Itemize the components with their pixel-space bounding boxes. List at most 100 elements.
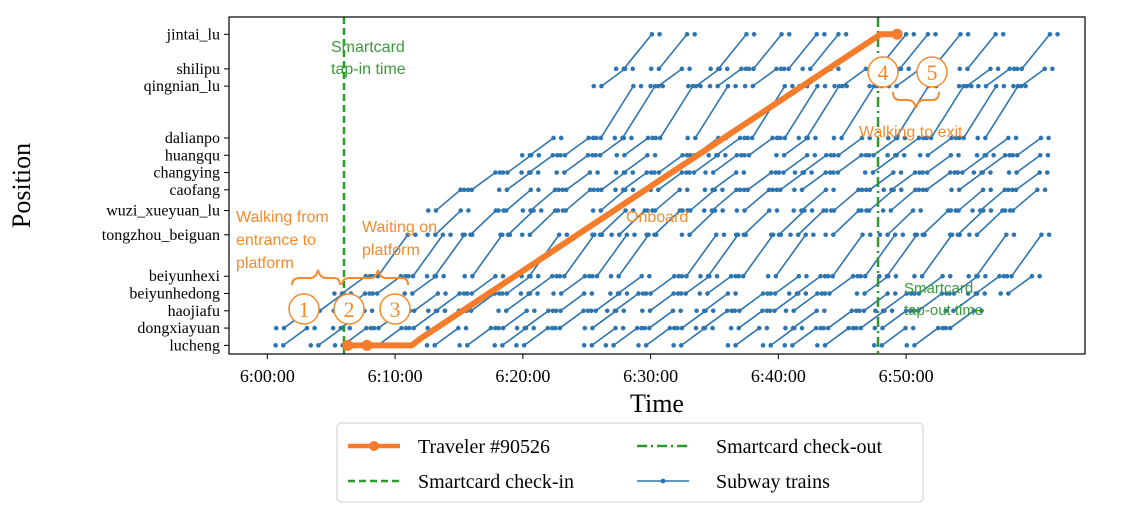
train-segment-195 bbox=[881, 327, 906, 347]
train-stop-18-b0 bbox=[631, 83, 636, 89]
train-segment-71 bbox=[809, 33, 840, 70]
train-stop-112-a1 bbox=[894, 83, 899, 89]
train-segment-144 bbox=[1021, 33, 1051, 70]
marker-5: 5 bbox=[916, 56, 948, 88]
train-stop-69-b0 bbox=[737, 135, 743, 141]
train-segment-169 bbox=[981, 154, 1006, 174]
train-stop-25-b1 bbox=[536, 187, 541, 193]
train-segment-35 bbox=[529, 189, 556, 212]
train-stop-75-b1 bbox=[632, 232, 637, 238]
train-stop-64-b1 bbox=[557, 273, 563, 279]
train-stop-72-b0 bbox=[488, 325, 494, 331]
train-stop-190-a1 bbox=[1010, 208, 1016, 213]
marker-3: 3 bbox=[379, 293, 411, 325]
y-tick-label-1: dongxiayuan bbox=[137, 320, 220, 337]
train-stop-26-b1 bbox=[593, 152, 598, 158]
train-stop-182-a0 bbox=[947, 232, 953, 238]
train-stop-99-a0 bbox=[737, 187, 743, 193]
train-segment-140 bbox=[869, 171, 894, 191]
train-stop-75-a1 bbox=[594, 273, 600, 279]
train-stop-88-a1 bbox=[710, 187, 715, 193]
train-stop-25-a1 bbox=[503, 208, 509, 213]
train-stop-105-a0 bbox=[604, 308, 610, 314]
x-tick-label-5: 6:50:00 bbox=[879, 366, 934, 386]
y-tick-label-11: qingnian_lu bbox=[144, 78, 220, 95]
train-stop-150-a1 bbox=[866, 208, 872, 213]
train-stop-56-a0 bbox=[590, 208, 596, 213]
train-stop-106-a1 bbox=[648, 291, 653, 296]
train-stop-95-a0 bbox=[585, 308, 591, 314]
train-segment-90 bbox=[805, 85, 840, 139]
train-stop-9-b0 bbox=[649, 31, 655, 37]
train-stop-149-a1 bbox=[831, 232, 836, 238]
train-stop-37-b0 bbox=[645, 135, 651, 141]
train-stop-168-a0 bbox=[949, 187, 954, 193]
train-stop-200-b1 bbox=[979, 308, 984, 314]
train-stop-97-a0 bbox=[679, 232, 685, 238]
train-stop-163-b0 bbox=[756, 325, 762, 331]
train-stop-61-a1 bbox=[786, 66, 791, 72]
train-stop-0-a1 bbox=[281, 325, 287, 331]
train-stop-200-a0 bbox=[940, 325, 945, 331]
train-segment-72 bbox=[466, 327, 492, 347]
train-stop-26-b0 bbox=[585, 152, 591, 158]
train-stop-20-b1 bbox=[347, 325, 353, 331]
train-stop-141-a0 bbox=[917, 152, 923, 158]
train-stop-134-a0 bbox=[636, 343, 641, 348]
train-stop-154-b0 bbox=[1042, 66, 1048, 72]
train-segment-141 bbox=[927, 137, 952, 156]
train-stop-126-b1 bbox=[736, 273, 742, 279]
train-stop-123-b1 bbox=[1000, 31, 1006, 37]
train-stop-98-b0 bbox=[734, 187, 739, 193]
train-segment-134 bbox=[645, 327, 671, 347]
train-stop-120-b1 bbox=[866, 152, 872, 158]
train-stop-27-b1 bbox=[629, 135, 634, 141]
tap-in-annotation-line2: tap-in time bbox=[331, 61, 406, 78]
y-tick-label-4: beiyunhexi bbox=[149, 268, 221, 285]
train-stop-41-b0 bbox=[399, 325, 404, 331]
train-stop-195-b1 bbox=[910, 325, 916, 331]
train-segment-36 bbox=[565, 171, 591, 191]
train-stop-132-b0 bbox=[961, 83, 966, 89]
train-stop-104-b1 bbox=[621, 308, 627, 314]
train-segment-171 bbox=[770, 327, 795, 347]
train-segment-172 bbox=[792, 310, 818, 329]
train-stop-80-a1 bbox=[782, 135, 788, 141]
train-segment-116 bbox=[685, 275, 710, 295]
train-stop-87-a1 bbox=[687, 208, 693, 213]
train-stop-164-a0 bbox=[783, 308, 789, 314]
train-stop-199-b1 bbox=[943, 325, 949, 331]
train-segment-56 bbox=[600, 189, 626, 212]
train-stop-111-a0 bbox=[828, 152, 834, 158]
train-stop-188-b0 bbox=[940, 273, 945, 279]
train-stop-147-b0 bbox=[760, 291, 766, 296]
train-stop-61-b0 bbox=[814, 31, 820, 37]
train-stop-190-b0 bbox=[1035, 187, 1040, 193]
train-stop-45-a1 bbox=[527, 232, 533, 238]
train-stop-10-a0 bbox=[273, 343, 278, 348]
train-stop-49-a1 bbox=[693, 135, 698, 141]
train-segment-73 bbox=[502, 310, 528, 329]
train-stop-132-a0 bbox=[921, 135, 926, 141]
train-stop-138-a0 bbox=[788, 232, 793, 238]
train-stop-90-a0 bbox=[796, 135, 802, 141]
y-tick-label-12: shilipu bbox=[176, 61, 220, 78]
train-segment-43 bbox=[435, 292, 461, 312]
train-segment-176 bbox=[957, 189, 984, 212]
train-stop-57-b0 bbox=[644, 170, 650, 175]
train-stop-137-a0 bbox=[765, 273, 771, 279]
train-stop-38-a0 bbox=[650, 135, 655, 141]
train-segment-135 bbox=[681, 310, 707, 329]
train-segment-46 bbox=[565, 189, 591, 212]
train-stop-31-a0 bbox=[368, 325, 374, 331]
train-stop-119-a0 bbox=[792, 187, 797, 193]
train-stop-175-a1 bbox=[920, 232, 926, 238]
train-stop-65-a0 bbox=[554, 273, 560, 279]
train-stop-114-b0 bbox=[613, 325, 618, 331]
train-stop-38-a1 bbox=[657, 135, 663, 141]
train-stop-30-a0 bbox=[332, 343, 338, 348]
train-stop-48-a1 bbox=[621, 170, 627, 175]
train-stop-108-b0 bbox=[766, 187, 772, 193]
train-segment-156 bbox=[774, 292, 799, 312]
train-segment-147 bbox=[738, 292, 764, 312]
